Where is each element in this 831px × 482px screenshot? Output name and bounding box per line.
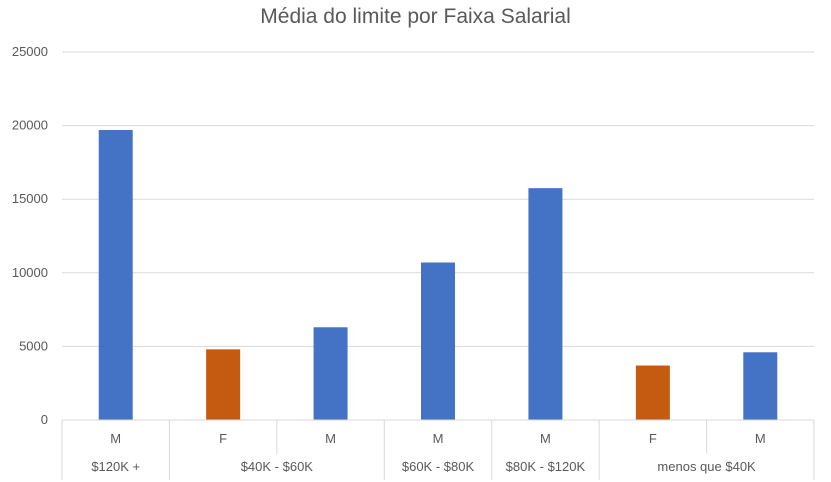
x-group-label: menos que $40K [657,459,756,474]
y-tick-label: 15000 [12,191,48,206]
x-sub-label: M [540,431,551,446]
bar [313,327,348,420]
bar [421,262,455,420]
y-tick-label: 25000 [12,44,48,59]
y-tick-label: 20000 [12,118,48,133]
bar [206,349,241,420]
x-sub-label: F [219,431,227,446]
x-group-label: $120K + [91,459,140,474]
bar [528,188,563,420]
bar [98,130,133,421]
x-sub-label: M [325,431,336,446]
y-axis-ticks: 0 5000 10000 15000 20000 25000 [12,44,48,427]
x-axis: M F M M M F M $120K + $40K - $60K $60K - $80K $80K… [61,419,815,480]
y-tick-label: 5000 [19,338,48,353]
bars [98,130,778,421]
x-sub-label: M [110,431,121,446]
x-group-label: $60K - $80K [402,459,475,474]
x-sub-label: M [433,431,444,446]
x-group-label: $40K - $60K [241,459,314,474]
y-tick-label: 0 [41,412,48,427]
y-tick-label: 10000 [12,265,48,280]
x-sub-label: F [649,431,657,446]
x-sub-label: M [755,431,766,446]
bar [743,352,778,420]
chart-title: Média do limite por Faixa Salarial [260,5,571,28]
bar [635,365,670,420]
x-group-label: $80K - $120K [506,459,586,474]
